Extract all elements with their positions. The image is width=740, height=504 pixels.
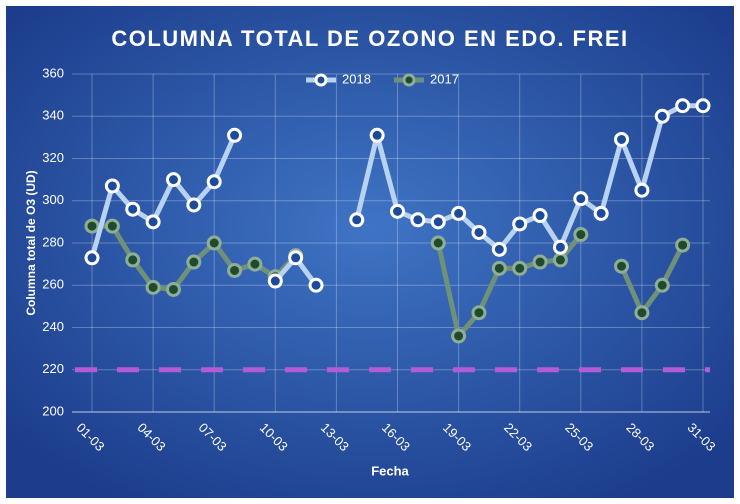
marker <box>614 258 630 274</box>
marker <box>125 201 141 217</box>
legend-marker <box>402 73 416 87</box>
y-tick-label: 300 <box>42 192 64 207</box>
legend: 2018 2017 <box>306 71 459 87</box>
legend-marker <box>314 73 328 87</box>
marker <box>125 252 141 268</box>
marker <box>573 191 589 207</box>
marker <box>471 305 487 321</box>
marker <box>186 254 202 270</box>
marker <box>104 178 120 194</box>
marker <box>369 127 385 143</box>
y-tick-label: 280 <box>42 234 64 249</box>
marker <box>614 131 630 147</box>
marker <box>491 260 507 276</box>
marker <box>451 205 467 221</box>
chart-title: COLUMNA TOTAL DE OZONO EN EDO. FREI <box>111 26 628 51</box>
marker <box>491 241 507 257</box>
marker <box>145 279 161 295</box>
y-axis-label: Columna total de O3 (UD) <box>24 170 38 315</box>
marker <box>206 235 222 251</box>
marker <box>349 212 365 228</box>
marker <box>471 224 487 240</box>
legend-label: 2018 <box>342 71 371 86</box>
marker <box>308 277 324 293</box>
marker <box>247 256 263 272</box>
marker <box>512 216 528 232</box>
marker <box>104 218 120 234</box>
y-tick-label: 360 <box>42 65 64 80</box>
y-tick-label: 260 <box>42 277 64 292</box>
marker <box>186 197 202 213</box>
marker <box>84 218 100 234</box>
y-tick-label: 320 <box>42 150 64 165</box>
marker <box>654 277 670 293</box>
marker <box>675 98 691 114</box>
y-tick-label: 340 <box>42 108 64 123</box>
marker <box>675 237 691 253</box>
marker <box>634 182 650 198</box>
marker <box>512 260 528 276</box>
marker <box>84 250 100 266</box>
marker <box>593 205 609 221</box>
marker <box>288 250 304 266</box>
marker <box>430 235 446 251</box>
marker <box>532 208 548 224</box>
marker <box>165 281 181 297</box>
marker <box>552 252 568 268</box>
marker <box>267 273 283 289</box>
marker <box>390 203 405 219</box>
y-tick-label: 200 <box>42 403 64 418</box>
marker <box>227 262 243 278</box>
x-axis-label: Fecha <box>371 463 409 478</box>
marker <box>227 127 243 143</box>
marker <box>430 214 446 230</box>
marker <box>165 172 181 188</box>
y-tick-label: 240 <box>42 319 64 334</box>
marker <box>532 254 548 270</box>
marker <box>552 239 568 255</box>
marker <box>451 328 467 344</box>
marker <box>410 212 426 228</box>
marker <box>145 214 161 230</box>
legend-label: 2017 <box>430 71 459 86</box>
marker <box>654 108 670 124</box>
marker <box>634 305 650 321</box>
marker <box>695 98 711 114</box>
y-tick-label: 220 <box>42 361 64 376</box>
marker <box>573 227 589 243</box>
marker <box>206 174 222 190</box>
